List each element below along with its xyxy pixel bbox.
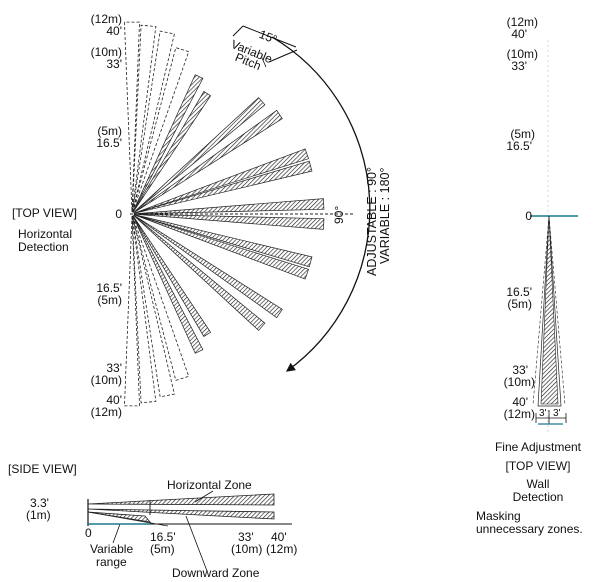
wall-view-label: [TOP VIEW] xyxy=(505,459,571,473)
variable-label: VARIABLE : 180° xyxy=(378,167,392,264)
detection-beam xyxy=(133,148,309,214)
variable-beam xyxy=(124,21,140,213)
side-x-tick-40-ft: 40' xyxy=(271,530,287,544)
top-y-tick-40-top-m: (12m) xyxy=(90,12,122,26)
variable-beam xyxy=(131,215,157,404)
top-y-tick-40-bottom-m: (12m) xyxy=(90,405,122,419)
side-x-tick-33-ft: 33' xyxy=(238,530,254,544)
detection-beam xyxy=(133,214,313,268)
wall-y-tick-33-bottom-ft: 33' xyxy=(512,363,528,377)
wall-y-tick-zero: 0 xyxy=(525,209,532,223)
side-height-ft: 3.3' xyxy=(30,496,49,510)
side-x-tick-16-ft: 16.5' xyxy=(150,530,176,544)
center-angle-label: 90° xyxy=(332,205,346,224)
wall-view-graphics xyxy=(530,40,578,432)
top-y-tick-33-top-m: (10m) xyxy=(90,45,122,59)
detection-beam xyxy=(133,214,309,280)
top-y-tick-16-top-ft: 16.5' xyxy=(96,136,122,150)
top-y-tick-33-bottom-m: (10m) xyxy=(90,373,122,387)
variable-beam xyxy=(124,215,140,407)
detection-beam xyxy=(133,97,266,213)
side-view-graphics xyxy=(87,490,292,572)
horizontal-title-line2: Detection xyxy=(18,240,69,254)
side-height-m: (1m) xyxy=(26,508,51,522)
top-y-tick-16-top-m: (5m) xyxy=(97,124,122,138)
detection-beam xyxy=(133,213,325,230)
wall-y-tick-40-top-m: (12m) xyxy=(506,15,538,29)
variable-beam xyxy=(131,215,175,398)
variable-beam xyxy=(131,30,175,213)
horizontal-title-line1: Horizontal xyxy=(18,227,73,241)
side-x-tick-33-m: (10m) xyxy=(231,542,263,556)
top-y-tick-40-bottom-ft: 40' xyxy=(106,393,122,407)
adjustment-arc xyxy=(271,36,371,372)
wall-y-tick-16-bottom-ft: 16.5' xyxy=(506,285,532,299)
variable-range-line2: range xyxy=(96,555,127,569)
variable-beam xyxy=(132,215,190,381)
detection-beam xyxy=(132,74,204,213)
side-x-tick-16-m: (5m) xyxy=(150,542,175,556)
fine-adjustment-label: Fine Adjustment xyxy=(494,440,582,454)
detection-beam xyxy=(132,215,204,354)
horizontal-detection-fan xyxy=(124,21,325,407)
top-y-tick-40-top-ft: 40' xyxy=(106,24,122,38)
pitch-bracket-left xyxy=(232,25,244,37)
variable-beam xyxy=(131,24,157,213)
pitch-leader xyxy=(261,57,267,68)
variable-beam xyxy=(132,47,190,213)
masking-line2: unnecessary zones. xyxy=(476,522,583,536)
wall-y-tick-33-top-ft: 33' xyxy=(511,59,527,73)
pitch-bracket-arc xyxy=(242,25,297,48)
side-view-label: [SIDE VIEW] xyxy=(8,462,77,476)
wall-y-tick-40-bottom-ft: 40' xyxy=(512,395,528,409)
detection-beam xyxy=(132,91,212,213)
wall-title-line2: Detection xyxy=(512,490,564,504)
detection-beam xyxy=(133,215,266,331)
detection-beam xyxy=(132,215,212,337)
wall-y-tick-16-bottom-m: (5m) xyxy=(507,297,532,311)
top-y-tick-zero: 0 xyxy=(115,207,122,221)
top-y-tick-33-bottom-ft: 33' xyxy=(106,361,122,375)
pitch-bracket-right xyxy=(268,49,298,63)
wall-width-left: 3' xyxy=(539,408,547,419)
wall-y-tick-16-top-m: (5m) xyxy=(510,127,535,141)
horizontal-zone-label: Horizontal Zone xyxy=(167,478,252,492)
side-x-tick-zero: 0 xyxy=(85,526,92,540)
detection-beam xyxy=(133,214,283,319)
detection-beam xyxy=(133,198,325,215)
detection-beam xyxy=(133,109,283,214)
wall-y-tick-33-bottom-m: (10m) xyxy=(503,375,535,389)
wall-title-line1: Wall xyxy=(526,477,550,491)
wall-y-tick-16-top-ft: 16.5' xyxy=(506,139,532,153)
top-y-tick-16-bottom-m: (5m) xyxy=(97,293,122,307)
wall-y-tick-40-top-ft: 40' xyxy=(511,27,527,41)
wall-y-tick-40-bottom-m: (12m) xyxy=(503,407,535,421)
side-x-tick-40-m: (12m) xyxy=(266,542,298,556)
top-y-tick-33-top-ft: 33' xyxy=(106,57,122,71)
variable-range-line1: Variable xyxy=(90,542,134,556)
masking-line1: Masking xyxy=(476,509,521,523)
top-view-label: [TOP VIEW] xyxy=(12,206,77,220)
wall-width-right: 3' xyxy=(553,408,561,419)
wall-y-tick-33-top-m: (10m) xyxy=(506,47,538,61)
top-y-tick-16-bottom-ft: 16.5' xyxy=(96,281,122,295)
downward-zone-label: Downward Zone xyxy=(172,566,260,580)
detection-beam xyxy=(133,160,313,214)
